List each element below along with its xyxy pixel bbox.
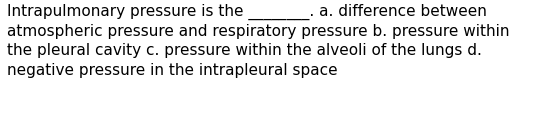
Text: Intrapulmonary pressure is the ________. a. difference between
atmospheric press: Intrapulmonary pressure is the ________.… — [7, 4, 509, 78]
